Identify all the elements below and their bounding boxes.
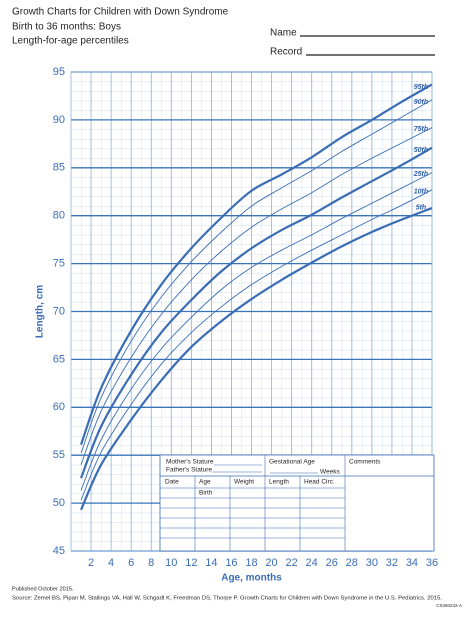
record-label: Record bbox=[270, 47, 302, 58]
column-header: Head Circ. bbox=[304, 479, 335, 486]
x-tick-label: 14 bbox=[205, 557, 217, 569]
column-header: Date bbox=[165, 479, 179, 486]
doc-code: CS260242-A bbox=[436, 603, 462, 608]
percentile-label: 25th bbox=[413, 171, 428, 178]
published-note: Published October 2015. bbox=[12, 586, 74, 592]
x-tick-label: 36 bbox=[426, 557, 438, 569]
y-tick-label: 75 bbox=[53, 258, 65, 270]
column-header: Age bbox=[199, 479, 211, 486]
x-tick-label: 16 bbox=[225, 557, 237, 569]
y-tick-label: 90 bbox=[53, 114, 65, 126]
y-tick-label: 70 bbox=[53, 305, 65, 317]
percentile-label: 95th bbox=[414, 84, 428, 91]
title-line: Birth to 36 months: Boys bbox=[12, 22, 121, 33]
y-tick-label: 50 bbox=[53, 497, 65, 509]
x-tick-label: 26 bbox=[326, 557, 338, 569]
title-line: Growth Charts for Children with Down Syn… bbox=[12, 7, 229, 18]
column-header: Length bbox=[269, 479, 289, 486]
y-tick-label: 95 bbox=[53, 66, 65, 78]
y-tick-label: 80 bbox=[53, 210, 65, 222]
x-tick-label: 32 bbox=[386, 557, 398, 569]
percentile-label: 10th bbox=[414, 188, 428, 195]
percentile-label: 75th bbox=[414, 126, 428, 133]
form-label: Gestational Age bbox=[269, 459, 315, 466]
x-tick-label: 22 bbox=[285, 557, 297, 569]
x-tick-label: 12 bbox=[185, 557, 197, 569]
x-tick-label: 8 bbox=[148, 557, 154, 569]
x-tick-label: 2 bbox=[88, 557, 94, 569]
percentile-label: 5th bbox=[416, 205, 427, 212]
column-header: Weight bbox=[234, 479, 254, 486]
percentile-curve bbox=[80, 172, 433, 491]
y-axis-label: Length, cm bbox=[35, 285, 46, 338]
form-label: Mother's Stature bbox=[166, 459, 214, 466]
x-tick-label: 4 bbox=[108, 557, 114, 569]
percentile-curve bbox=[79, 83, 433, 446]
title-line: Length-for-age percentiles bbox=[12, 36, 129, 47]
y-tick-label: 60 bbox=[53, 401, 65, 413]
y-tick-label: 45 bbox=[53, 545, 65, 557]
form-label: Comments bbox=[349, 459, 381, 466]
x-tick-label: 24 bbox=[306, 557, 318, 569]
y-tick-label: 65 bbox=[53, 353, 65, 365]
percentile-label: 90th bbox=[414, 99, 428, 106]
x-tick-label: 18 bbox=[245, 557, 257, 569]
y-tick-label: 85 bbox=[53, 162, 65, 174]
x-tick-label: 10 bbox=[165, 557, 177, 569]
y-tick-label: 55 bbox=[53, 449, 65, 461]
form-label: Weeks bbox=[320, 469, 340, 476]
percentile-curve bbox=[80, 189, 433, 501]
x-tick-label: 20 bbox=[265, 557, 277, 569]
birth-label: Birth bbox=[199, 490, 213, 497]
x-tick-label: 6 bbox=[128, 557, 134, 569]
x-axis-label: Age, months bbox=[221, 573, 282, 584]
name-label: Name bbox=[270, 28, 297, 39]
source-note: Source: Zemel BS, Pipan M, Stallings VA,… bbox=[12, 595, 442, 601]
form-label: Father's Stature bbox=[166, 467, 212, 474]
x-tick-label: 28 bbox=[346, 557, 358, 569]
form: Mother's Stature Father's Stature Gestat… bbox=[159, 454, 435, 552]
percentile-curve bbox=[80, 99, 433, 454]
percentile-label: 50th bbox=[414, 147, 428, 154]
percentile-curve bbox=[80, 207, 433, 511]
x-tick-label: 30 bbox=[366, 557, 378, 569]
percentile-curve bbox=[80, 127, 433, 465]
percentile-curve bbox=[80, 146, 433, 479]
x-tick-label: 34 bbox=[406, 557, 418, 569]
